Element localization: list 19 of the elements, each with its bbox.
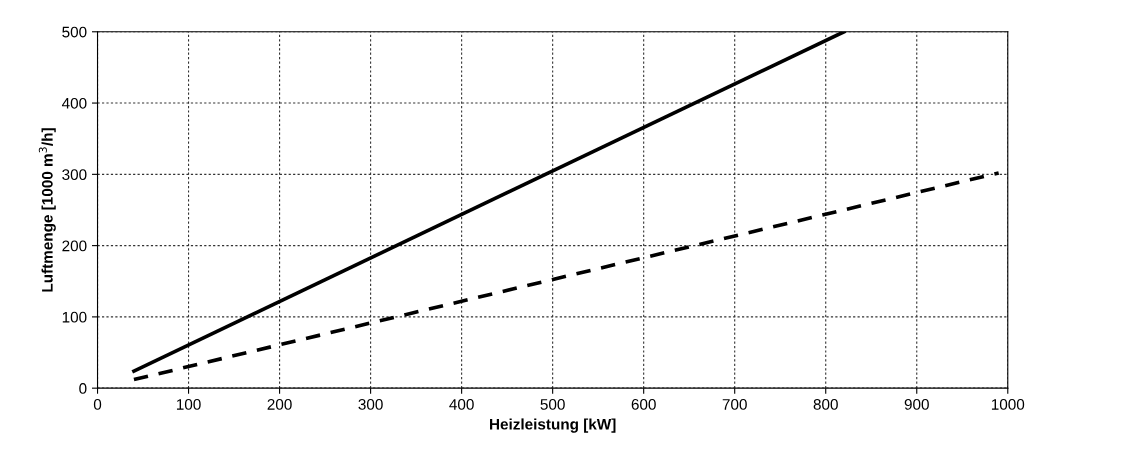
x-tick-label: 100 xyxy=(176,398,201,410)
y-tick-label: 300 xyxy=(62,169,87,181)
x-tick-label: 400 xyxy=(449,398,474,410)
y-tick-label: 100 xyxy=(62,311,87,323)
y-axis-title: Luftmenge [1000 m$^{3}$/h] xyxy=(38,128,56,292)
x-tick-label: 1000 xyxy=(991,398,1025,410)
x-tick-label: 200 xyxy=(267,398,292,410)
y-tick-label: 0 xyxy=(79,383,87,394)
x-tick-label: 600 xyxy=(631,398,656,410)
y-tick-label: 500 xyxy=(62,26,87,38)
x-tick-label: 300 xyxy=(358,398,383,410)
x-tick-label: 900 xyxy=(904,398,929,410)
y-tick-label: 400 xyxy=(61,97,87,109)
y-tick-label: 200 xyxy=(62,240,87,252)
x-tick-label: 700 xyxy=(722,398,747,410)
x-axis-title: Heizleistung [kW] xyxy=(490,418,616,433)
x-tick-label: 800 xyxy=(813,398,838,410)
x-tick-label: 500 xyxy=(540,398,565,410)
x-tick-label: 0 xyxy=(93,398,102,410)
